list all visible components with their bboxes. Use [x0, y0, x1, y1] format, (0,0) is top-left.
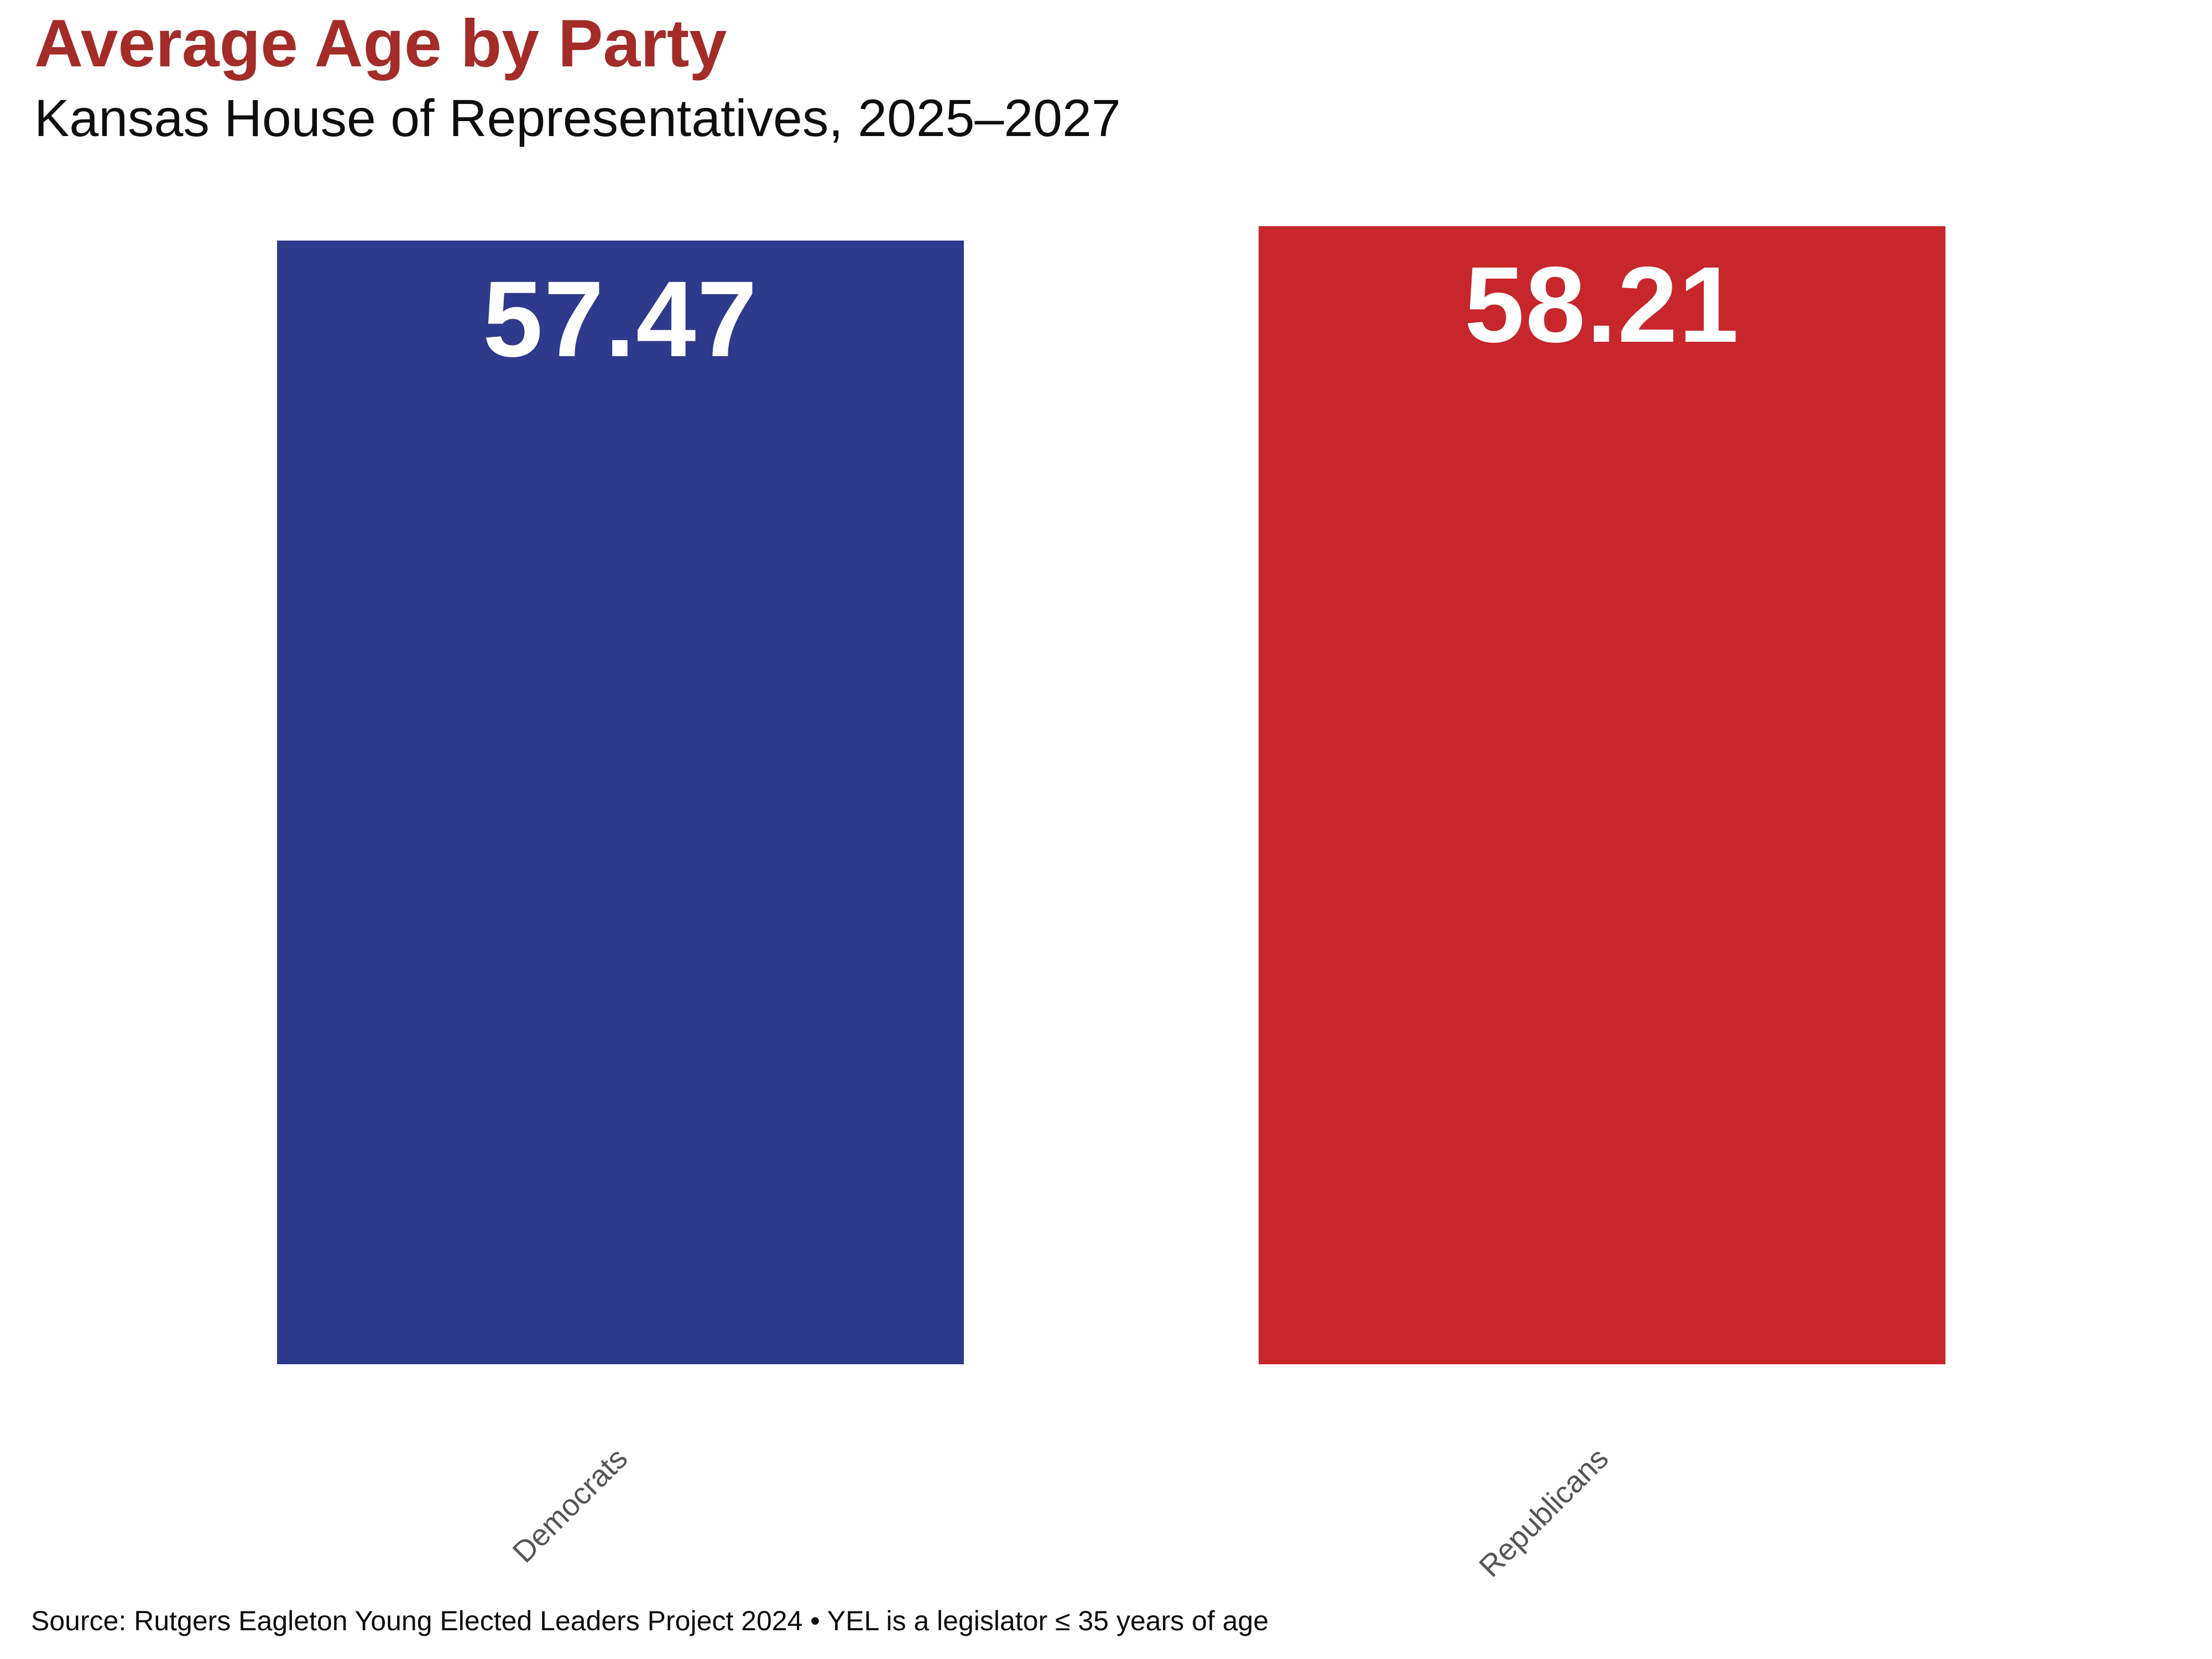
x-tick-label-republicans: Republicans — [1472, 1441, 1615, 1584]
page-subtitle: Kansas House of Representatives, 2025–20… — [34, 89, 1121, 148]
bar-republicans: 58.21 — [1259, 226, 1945, 1364]
bar-democrats: 57.47 — [277, 241, 964, 1364]
x-tick-label-democrats: Democrats — [505, 1441, 634, 1569]
bar-value-label-republicans: 58.21 — [1464, 244, 1740, 365]
page-title: Average Age by Party — [34, 6, 727, 81]
source-note: Source: Rutgers Eagleton Young Elected L… — [31, 1605, 1269, 1636]
bar-value-label-democrats: 57.47 — [483, 259, 758, 379]
